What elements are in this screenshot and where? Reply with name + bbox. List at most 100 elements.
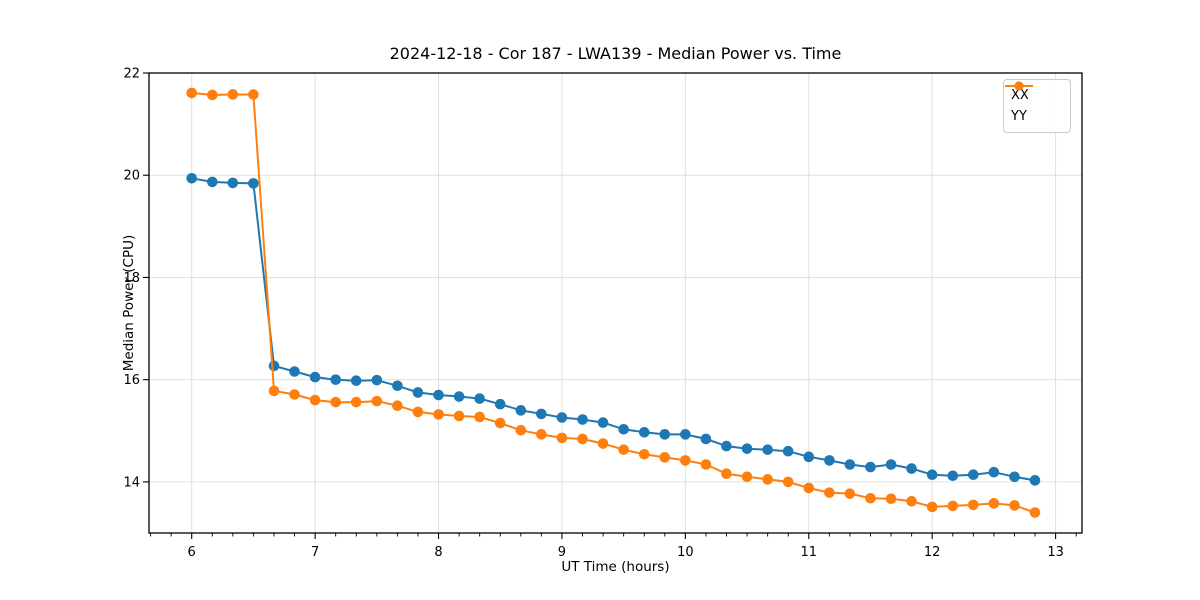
series-xx-point[interactable]: [700, 433, 712, 445]
series-yy-point[interactable]: [207, 89, 218, 101]
series-xx-point[interactable]: [803, 451, 815, 463]
series-yy-point[interactable]: [762, 474, 773, 485]
series-yy-point[interactable]: [371, 395, 383, 407]
x-axis-label: UT Time (hours): [561, 559, 670, 575]
series-xx-point[interactable]: [350, 375, 362, 386]
series-yy-point[interactable]: [412, 406, 424, 418]
legend-label-xx: XX: [1011, 88, 1029, 103]
series-yy-point[interactable]: [1029, 507, 1041, 518]
series-yy-point[interactable]: [494, 417, 506, 429]
series-yy-point[interactable]: [556, 432, 568, 444]
series-yy-point[interactable]: [1009, 500, 1020, 511]
series-xx-point[interactable]: [906, 463, 917, 474]
y-tick-label: 20: [123, 169, 140, 184]
series-yy-point[interactable]: [474, 411, 485, 423]
series-xx-point[interactable]: [741, 443, 753, 454]
series-xx-point[interactable]: [885, 459, 897, 470]
series-xx-point[interactable]: [865, 461, 876, 473]
series-yy-line: [190, 91, 1036, 514]
series-xx-point[interactable]: [433, 389, 444, 401]
series-xx-point[interactable]: [988, 466, 1000, 478]
series-xx-point[interactable]: [1029, 475, 1041, 486]
legend-label-yy: YY: [1011, 109, 1027, 124]
series-xx-point[interactable]: [371, 374, 383, 386]
series-yy-point[interactable]: [248, 89, 259, 100]
series-yy-point[interactable]: [350, 396, 362, 408]
series-yy-point[interactable]: [536, 429, 547, 440]
series-xx-point[interactable]: [309, 371, 321, 383]
series-yy-point[interactable]: [659, 452, 671, 463]
x-tick-label: 7: [311, 545, 319, 560]
series-yy-point[interactable]: [885, 493, 897, 505]
series-yy-point[interactable]: [618, 444, 629, 455]
series-xx-point[interactable]: [762, 444, 773, 455]
series-xx-point[interactable]: [1009, 471, 1020, 483]
series-yy-point[interactable]: [289, 389, 300, 400]
series-yy-point[interactable]: [227, 89, 239, 100]
series-yy-point[interactable]: [926, 501, 938, 513]
series-yy-point[interactable]: [433, 409, 444, 420]
series-xx-point[interactable]: [926, 469, 938, 481]
series-xx-point[interactable]: [659, 429, 671, 440]
series-xx-line: [190, 177, 1036, 482]
series-yy-point[interactable]: [803, 482, 815, 494]
series-xx-point[interactable]: [967, 469, 979, 481]
series-xx-point[interactable]: [556, 412, 568, 423]
series-xx-point[interactable]: [494, 398, 506, 410]
series-yy-point[interactable]: [680, 455, 691, 466]
series-yy-point[interactable]: [453, 410, 465, 422]
series-xx-point[interactable]: [680, 429, 691, 440]
series-xx-point[interactable]: [618, 423, 629, 435]
series-xx-point[interactable]: [289, 366, 300, 377]
series-yy-point[interactable]: [721, 468, 732, 480]
series-xx-point[interactable]: [227, 177, 239, 189]
series-xx-point[interactable]: [721, 440, 732, 452]
plot-border: [148, 72, 1083, 534]
series-xx-point[interactable]: [536, 408, 547, 420]
series-xx-point[interactable]: [844, 459, 856, 470]
series-yy-point[interactable]: [309, 394, 321, 406]
series-yy-point[interactable]: [988, 498, 1000, 509]
series-xx-point[interactable]: [186, 172, 198, 184]
series-yy-point[interactable]: [577, 433, 588, 445]
series-xx-point[interactable]: [412, 387, 424, 398]
series-yy-point[interactable]: [741, 471, 753, 483]
series-yy-point[interactable]: [865, 492, 876, 504]
series-yy-point[interactable]: [906, 496, 917, 507]
series-yy-point[interactable]: [638, 448, 650, 460]
series-xx-point[interactable]: [474, 393, 485, 404]
y-tick-label: 16: [123, 373, 140, 388]
series-yy-point[interactable]: [782, 476, 794, 488]
series-yy-point[interactable]: [392, 400, 403, 412]
series-xx-point[interactable]: [782, 445, 794, 457]
series-xx-point[interactable]: [330, 374, 342, 385]
series-xx-point[interactable]: [638, 427, 650, 438]
series-yy-point[interactable]: [186, 87, 198, 99]
series-xx-point[interactable]: [268, 360, 280, 372]
y-tick-label: 22: [123, 67, 140, 82]
y-tick-label: 14: [123, 475, 140, 490]
series-yy-point[interactable]: [330, 396, 342, 408]
series-xx-point[interactable]: [248, 178, 259, 189]
series-yy-point[interactable]: [844, 488, 856, 499]
series-xx-point[interactable]: [577, 414, 588, 425]
series-yy-point[interactable]: [824, 487, 835, 498]
legend-item-yy[interactable]: YY: [1005, 81, 1061, 127]
series-yy-point[interactable]: [597, 438, 609, 449]
series-xx-point[interactable]: [947, 470, 959, 482]
y-axis-label: Median Power (CPU): [121, 234, 137, 372]
series-yy-point[interactable]: [268, 385, 280, 397]
series-yy-point[interactable]: [515, 424, 527, 436]
series-yy-point[interactable]: [947, 500, 959, 512]
x-tick-label: 12: [924, 545, 941, 560]
series-xx-point[interactable]: [392, 380, 403, 392]
series-xx-point[interactable]: [515, 405, 527, 416]
series-xx-point[interactable]: [207, 176, 218, 188]
series-yy-point[interactable]: [967, 499, 979, 511]
series-yy-point[interactable]: [700, 459, 712, 470]
series-xx-point[interactable]: [453, 391, 465, 402]
series-yy-marker-icon: [1005, 81, 1033, 91]
series-xx-point[interactable]: [824, 455, 835, 466]
series-xx-point[interactable]: [597, 417, 609, 428]
